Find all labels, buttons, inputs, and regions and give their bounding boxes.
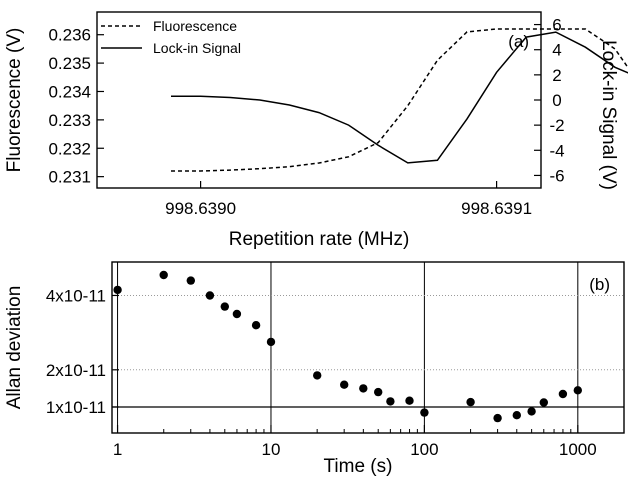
data-point xyxy=(493,413,502,423)
fluorescence-line xyxy=(171,28,628,172)
y-tick-label: 0.235 xyxy=(48,54,91,73)
y2-tick-label: 0 xyxy=(552,91,561,110)
y2-tick-label: -2 xyxy=(549,116,564,135)
data-point xyxy=(220,302,229,311)
data-point xyxy=(466,397,475,407)
data-point xyxy=(359,384,368,393)
y2-tick-label: -4 xyxy=(549,141,564,160)
y2-tick-label: 2 xyxy=(552,66,561,85)
data-point xyxy=(251,321,261,330)
data-point xyxy=(420,408,429,417)
panel-a: 998.6390 998.6391 0.231 0.232 0.233 0.234 0.23… xyxy=(4,11,628,250)
y-tick-label: 0.233 xyxy=(48,111,91,130)
y2-tick-label: -6 xyxy=(549,166,564,185)
panel-label-a: (a) xyxy=(508,32,529,51)
legend: Fluorescence Lock-in Signal xyxy=(101,18,241,56)
data-point xyxy=(527,407,536,416)
data-point xyxy=(186,276,195,285)
data-point xyxy=(159,270,168,280)
y-tick-label: 2x10-11 xyxy=(46,361,106,380)
data-point xyxy=(232,309,242,319)
y-tick-label: 0.231 xyxy=(48,168,91,187)
data-point xyxy=(539,398,548,407)
data-point xyxy=(573,386,582,395)
data-point xyxy=(313,371,322,380)
x-tick-label: 998.6390 xyxy=(165,199,236,218)
y-tick-label: 0.236 xyxy=(48,26,91,45)
y2-tick-label: 4 xyxy=(552,41,561,60)
panel-label-b: (b) xyxy=(589,275,610,294)
data-point xyxy=(374,387,383,397)
x-axis-title: Repetition rate (MHz) xyxy=(229,229,410,250)
y-tick-label: 0.232 xyxy=(48,139,91,158)
data-point xyxy=(386,397,395,406)
data-point xyxy=(113,285,122,295)
y2-axis-title: Lock-in Signal (V) xyxy=(598,40,619,190)
x-tick-label: 10 xyxy=(262,440,281,459)
legend-label: Lock-in Signal xyxy=(153,40,241,56)
panel-b-frame xyxy=(111,261,625,434)
panel-b: 1 10 100 1000 1x10-11 2x10-11 4x10-11 (b) Time (… xyxy=(4,261,625,477)
x-tick-label: 998.6391 xyxy=(461,199,532,218)
x-tick-label: 1 xyxy=(113,440,122,459)
x-tick-label: 100 xyxy=(410,440,438,459)
lock-in-signal-line xyxy=(171,31,628,164)
data-point xyxy=(558,389,568,399)
x-axis-title: Time (s) xyxy=(324,456,393,477)
data-point xyxy=(205,291,215,300)
data-point xyxy=(266,337,276,347)
y-tick-label: 0.234 xyxy=(48,82,91,101)
y-axis-title: Allan deviation xyxy=(4,286,25,410)
legend-label: Fluorescence xyxy=(153,18,237,34)
y-axis-title: Fluorescence (V) xyxy=(4,28,25,173)
y-tick-label: 4x10-11 xyxy=(46,286,106,305)
data-point xyxy=(340,380,349,389)
data-point xyxy=(405,396,414,405)
panel-a-frame xyxy=(96,11,542,189)
data-point xyxy=(512,411,521,420)
x-tick-label: 1000 xyxy=(559,440,597,459)
y2-tick-label: 6 xyxy=(552,16,561,35)
y-tick-label: 1x10-11 xyxy=(46,398,106,417)
